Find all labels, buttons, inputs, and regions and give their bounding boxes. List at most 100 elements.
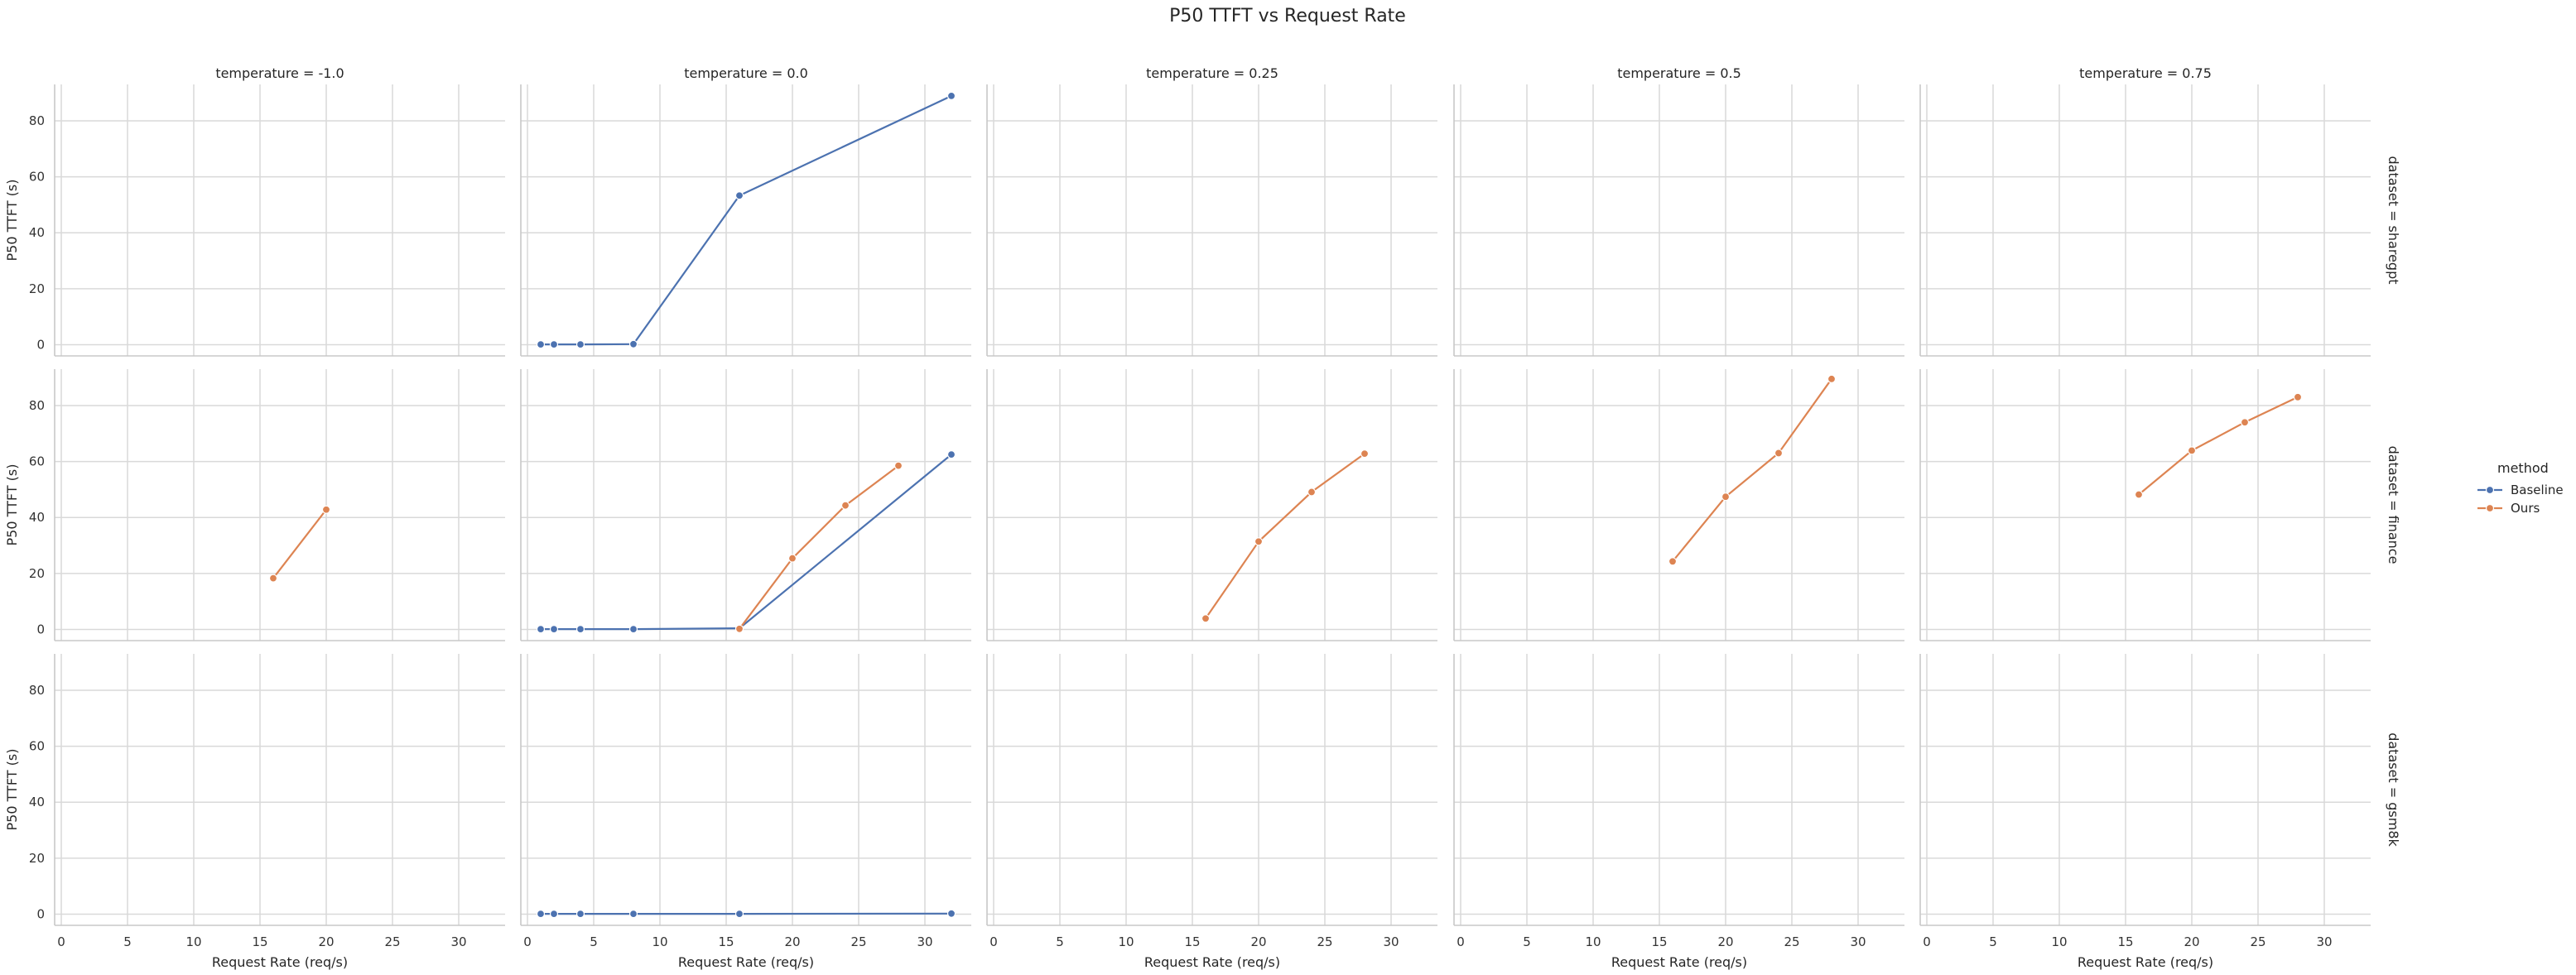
x-axis-label: Request Rate (req/s)	[1611, 954, 1747, 970]
panel-r2-c1: 0 5 10 15 20 25 30 Request Rate (req/s)	[520, 654, 971, 970]
panel-r0-c3: temperature = 0.5	[1453, 65, 1904, 357]
data-point-ours	[2134, 490, 2144, 499]
legend-swatch-marker	[2485, 485, 2495, 495]
data-point-baseline	[628, 625, 638, 634]
x-tick-label: 0	[1457, 934, 1465, 949]
x-tick-label: 10	[1585, 934, 1601, 949]
x-tick-label: 15	[1651, 934, 1667, 949]
y-tick-label: 80	[29, 683, 45, 698]
data-point-baseline	[536, 910, 546, 919]
panel-r0-c1: temperature = 0.0	[520, 65, 971, 357]
data-point-baseline	[734, 910, 744, 919]
data-point-ours	[1774, 449, 1784, 458]
data-point-ours	[787, 554, 797, 563]
panel-r0-c0: temperature = -1.0 0 20 40 60 80 P50 TTFT (s)	[4, 65, 505, 357]
y-tick-label: 20	[29, 281, 45, 296]
x-tick-label: 5	[1056, 934, 1064, 949]
data-point-ours	[1721, 492, 1731, 502]
x-axis-label: Request Rate (req/s)	[212, 954, 348, 970]
panel-r2-c3: 0 5 10 15 20 25 30 Request Rate (req/s)	[1453, 654, 1904, 970]
panel-r1-c0: 0 20 40 60 80 P50 TTFT (s)	[4, 369, 505, 641]
panel-r2-c2: 0 5 10 15 20 25 30 Request Rate (req/s)	[986, 654, 1437, 970]
data-point-ours	[893, 461, 903, 470]
x-tick-label: 10	[185, 934, 201, 949]
series-line-ours	[1205, 453, 1365, 619]
panel-r1-c1	[520, 369, 971, 641]
x-tick-label: 5	[1523, 934, 1531, 949]
x-tick-label: 10	[1118, 934, 1134, 949]
x-tick-label: 0	[57, 934, 65, 949]
x-tick-label: 25	[1784, 934, 1799, 949]
column-title: temperature = 0.75	[2079, 65, 2212, 81]
y-tick-label: 0	[36, 906, 45, 921]
series-line-baseline	[541, 454, 952, 631]
y-tick-label: 80	[29, 113, 45, 128]
x-tick-label: 0	[523, 934, 532, 949]
data-point-baseline	[628, 910, 638, 919]
x-tick-label: 30	[1383, 934, 1399, 949]
x-tick-label: 20	[318, 934, 334, 949]
panel-r1-c2	[986, 369, 1437, 641]
x-tick-label: 20	[784, 934, 800, 949]
panel-r1-c3	[1453, 369, 1904, 641]
row-title: dataset = sharegpt	[2386, 156, 2401, 284]
y-tick-label: 80	[29, 398, 45, 413]
column-title: temperature = 0.25	[1146, 65, 1278, 81]
data-point-baseline	[946, 909, 956, 918]
x-tick-label: 25	[850, 934, 866, 949]
data-point-ours	[2187, 446, 2197, 455]
legend-entry-ours: Ours	[2511, 501, 2540, 516]
y-tick-label: 40	[29, 225, 45, 240]
data-point-ours	[268, 574, 278, 583]
series-line-baseline	[541, 94, 952, 346]
x-tick-label: 15	[718, 934, 734, 949]
x-tick-label: 20	[1717, 934, 1733, 949]
data-point-baseline	[549, 340, 559, 349]
x-tick-label: 5	[590, 934, 598, 949]
data-point-baseline	[734, 191, 744, 200]
y-tick-label: 0	[36, 337, 45, 352]
data-point-baseline	[536, 625, 546, 634]
column-title: temperature = 0.0	[684, 65, 808, 81]
x-tick-label: 15	[252, 934, 267, 949]
y-tick-label: 0	[36, 622, 45, 636]
data-point-baseline	[575, 625, 585, 634]
series-line-ours	[739, 464, 899, 630]
chart-title: P50 TTFT vs Request Rate	[1169, 6, 1406, 26]
x-tick-label: 0	[989, 934, 998, 949]
data-point-baseline	[946, 91, 956, 100]
legend: method Baseline Ours	[2477, 460, 2564, 516]
x-tick-label: 30	[917, 934, 932, 949]
panel-r0-c2: temperature = 0.25	[986, 65, 1437, 357]
panel-r0-c4: temperature = 0.75 dataset = sharegpt	[1919, 65, 2401, 357]
data-point-ours	[321, 505, 331, 514]
column-title: temperature = -1.0	[215, 65, 344, 81]
y-tick-label: 40	[29, 510, 45, 525]
data-point-ours	[2240, 418, 2250, 427]
data-point-baseline	[549, 625, 559, 634]
y-tick-label: 60	[29, 170, 45, 185]
x-tick-label: 5	[123, 934, 132, 949]
x-tick-label: 25	[2250, 934, 2265, 949]
x-tick-label: 10	[2051, 934, 2067, 949]
data-point-baseline	[549, 910, 559, 919]
row-title: dataset = gsm8k	[2386, 732, 2401, 847]
legend-swatch-marker	[2485, 503, 2495, 513]
x-tick-label: 30	[2316, 934, 2332, 949]
panel-r2-c4: dataset = gsm8k 0 5 10 15 20 25 30 Request Rate …	[1919, 654, 2401, 970]
x-axis-label: Request Rate (req/s)	[1144, 954, 1280, 970]
x-tick-label: 25	[384, 934, 400, 949]
y-tick-label: 60	[29, 739, 45, 754]
x-axis-label: Request Rate (req/s)	[678, 954, 814, 970]
series-line-ours	[272, 509, 327, 579]
x-tick-label: 30	[1850, 934, 1866, 949]
data-point-baseline	[575, 910, 585, 919]
data-point-baseline	[628, 339, 638, 348]
x-tick-label: 30	[450, 934, 466, 949]
data-point-ours	[1307, 488, 1317, 497]
x-tick-label: 15	[1184, 934, 1200, 949]
y-axis-label: P50 TTFT (s)	[4, 749, 20, 831]
y-tick-label: 60	[29, 454, 45, 469]
data-point-ours	[1360, 449, 1370, 459]
